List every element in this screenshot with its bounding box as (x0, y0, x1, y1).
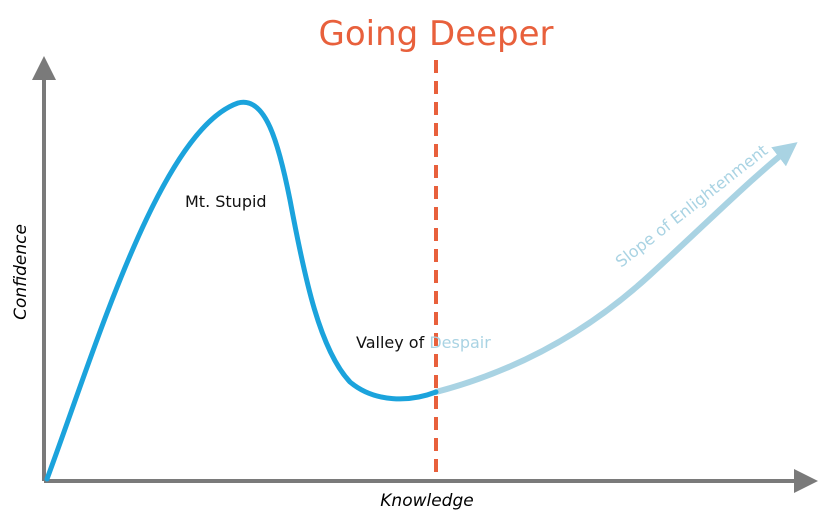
x-axis-label: Knowledge (380, 491, 473, 511)
valley-label-suffix: Despair (429, 333, 491, 352)
valley-of-despair-label: Valley of Despair (356, 333, 491, 352)
y-axis-label: Confidence (11, 224, 31, 320)
slope-of-enlightenment-label: Slope of Enlightenment (612, 141, 771, 271)
slope-curve (433, 142, 798, 395)
diagram-title: Going Deeper (318, 14, 553, 54)
dunning-kruger-curve (44, 99, 439, 482)
valley-label-prefix: Valley of (356, 333, 429, 352)
mt-stupid-label: Mt. Stupid (185, 192, 267, 211)
